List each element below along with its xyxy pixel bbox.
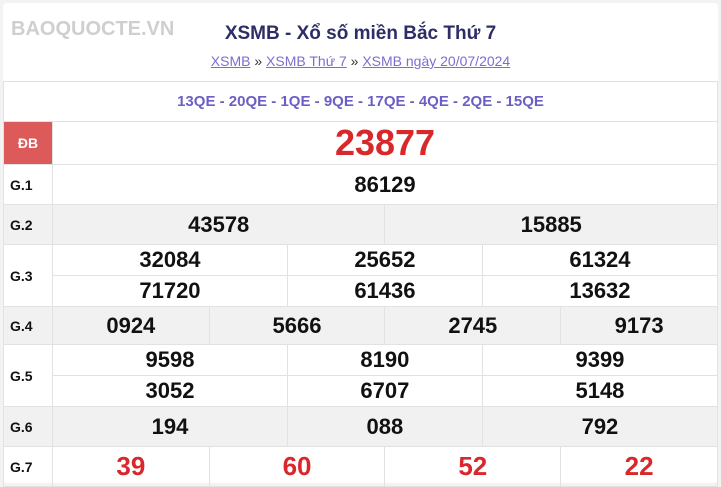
label-g4: G.4 (3, 306, 53, 345)
prize-g5: 9598 (52, 344, 288, 376)
prize-g5: 8190 (286, 344, 483, 376)
prize-g1: 86129 (52, 164, 718, 205)
breadcrumb-xsmb[interactable]: XSMB (210, 53, 251, 69)
label-g3: G.3 (3, 244, 53, 307)
prize-g2: 43578 (51, 204, 386, 245)
breadcrumb-xsmb-thu7[interactable]: XSMB Thứ 7 (266, 53, 347, 69)
prize-g3: 71720 (52, 275, 288, 307)
prize-codes: 13QE - 20QE - 1QE - 9QE - 17QE - 4QE - 2… (3, 81, 718, 122)
prize-g6: 792 (481, 406, 719, 447)
prize-g4: 5666 (208, 306, 386, 345)
prize-g3: 32084 (52, 244, 288, 276)
label-db: ĐB (3, 121, 53, 165)
page-title: XSMB - Xổ số miền Bắc Thứ 7 (224, 23, 497, 44)
prize-g3: 25652 (286, 244, 483, 276)
prize-g2: 15885 (384, 204, 718, 245)
breadcrumb-xsmb-date[interactable]: XSMB ngày 20/07/2024 (362, 53, 511, 69)
results-card: BAOQUOCTE.VN XSMB - Xổ số miền Bắc Thứ 7… (3, 3, 719, 487)
breadcrumb-separator: » (254, 53, 263, 69)
label-g1: G.1 (3, 164, 53, 205)
prize-g3: 61436 (286, 275, 483, 307)
prize-g5: 5148 (481, 375, 719, 407)
results-table: 13QE - 20QE - 1QE - 9QE - 17QE - 4QE - 2… (3, 81, 719, 487)
prize-g7: 22 (560, 446, 718, 487)
watermark: BAOQUOCTE.VN (11, 18, 175, 40)
breadcrumb: XSMB » XSMB Thứ 7 » XSMB ngày 20/07/2024 (3, 53, 718, 69)
prize-g7: 52 (384, 446, 562, 487)
label-g6: G.6 (3, 406, 53, 447)
prize-g7: 60 (208, 446, 386, 487)
breadcrumb-separator: » (350, 53, 359, 69)
prize-g4: 2745 (384, 306, 562, 345)
prize-g6: 194 (52, 406, 288, 447)
special-prize: 23877 (52, 121, 718, 165)
label-g7: G.7 (3, 446, 53, 487)
prize-g4: 9173 (560, 306, 718, 345)
prize-g3: 61324 (481, 244, 719, 276)
prize-g3: 13632 (481, 275, 719, 307)
label-g5: G.5 (3, 344, 53, 407)
prize-g7: 39 (52, 446, 210, 487)
label-g2: G.2 (3, 204, 53, 245)
prize-g6: 088 (286, 406, 483, 447)
prize-g4: 0924 (52, 306, 210, 345)
prize-g5: 3052 (52, 375, 288, 407)
prize-g5: 6707 (286, 375, 483, 407)
prize-g5: 9399 (481, 344, 719, 376)
